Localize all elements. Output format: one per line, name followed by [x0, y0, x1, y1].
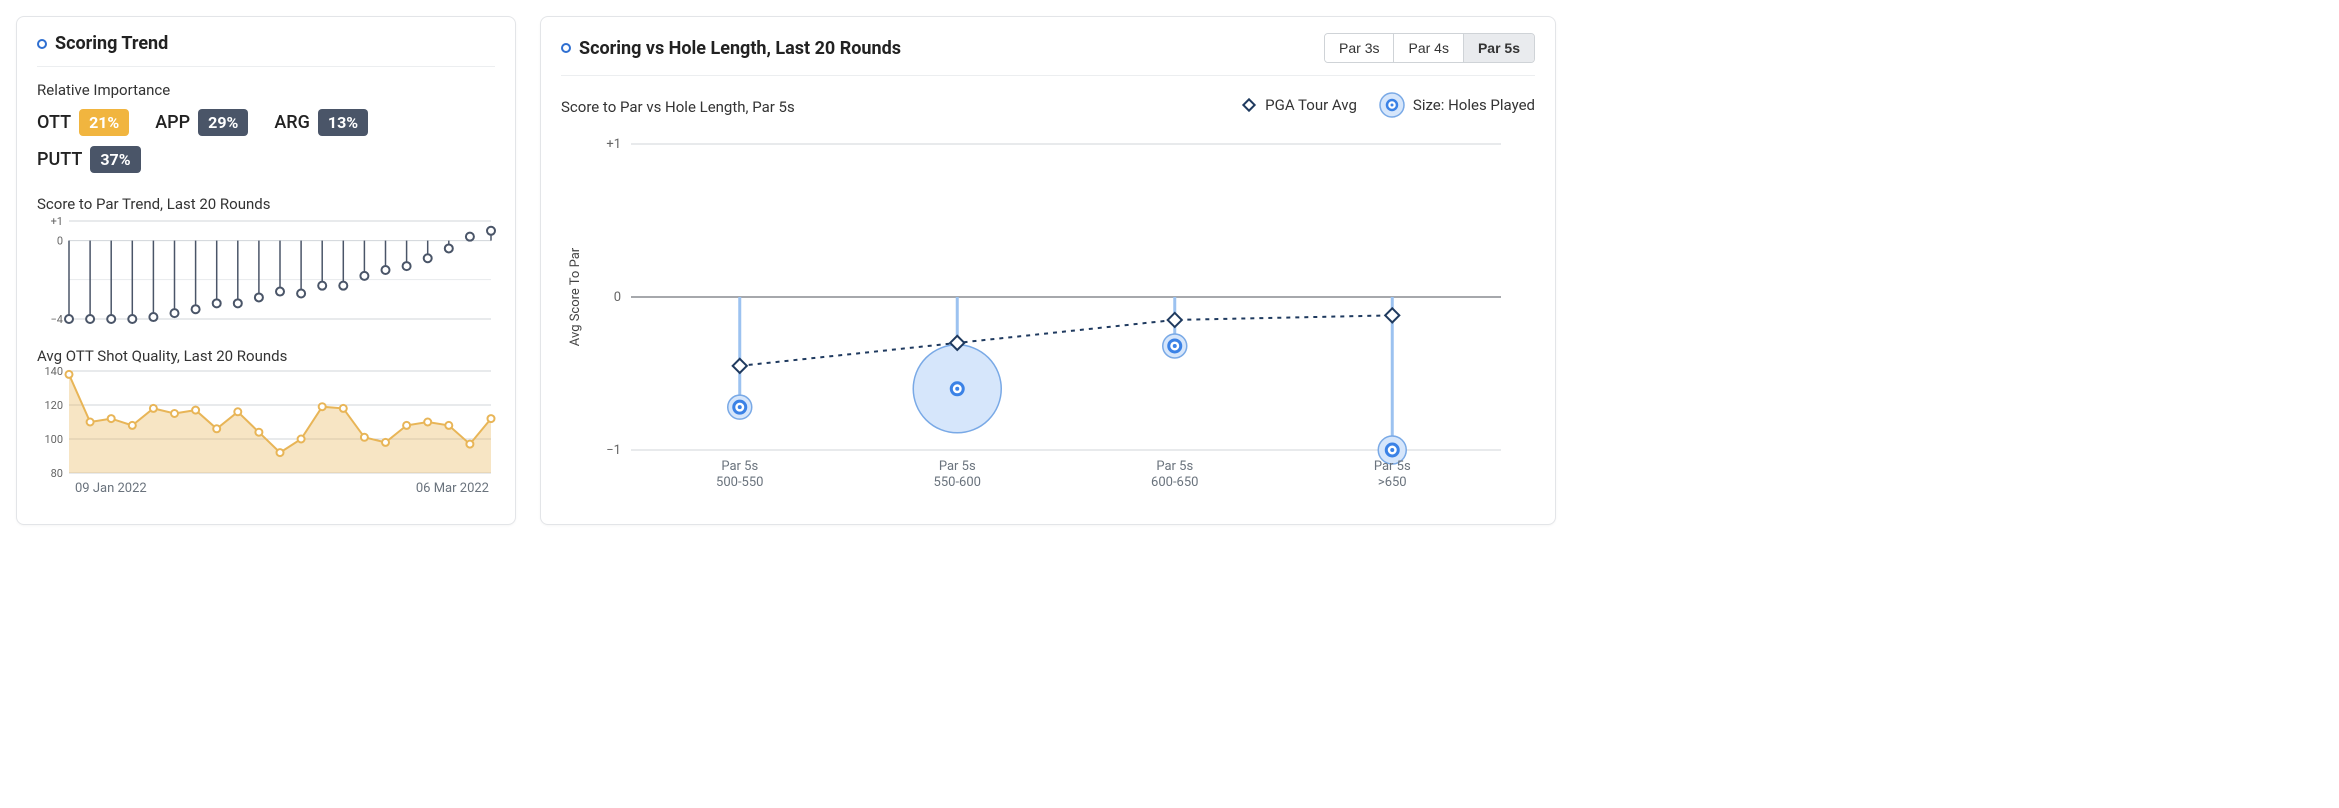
tab-button[interactable]: Par 3s — [1325, 34, 1394, 62]
svg-text:+1: +1 — [51, 215, 63, 228]
scoring-trend-card: Scoring Trend Relative Importance OTT 21%… — [16, 16, 516, 525]
legend: PGA Tour Avg Size: Holes Played — [1241, 92, 1535, 118]
score-trend-title: Score to Par Trend, Last 20 Rounds — [37, 195, 495, 213]
score-vs-length-chart: Avg Score To Par+10−1Par 5s500-550Par 5s… — [561, 124, 1521, 504]
xaxis-start: 09 Jan 2022 — [75, 481, 147, 496]
importance-item: ARG 13% — [274, 109, 368, 136]
svg-text:Avg Score To Par: Avg Score To Par — [568, 247, 583, 346]
importance-badge: 13% — [318, 109, 368, 136]
chart-subtitle: Score to Par vs Hole Length, Par 5s — [561, 98, 795, 116]
legend-pga: PGA Tour Avg — [1241, 96, 1357, 114]
tab-button[interactable]: Par 5s — [1464, 34, 1534, 62]
importance-badge: 21% — [79, 109, 129, 136]
svg-text:550-600: 550-600 — [934, 475, 981, 490]
legend-pga-label: PGA Tour Avg — [1265, 96, 1357, 114]
ott-quality-chart: 140 120 100 80 — [37, 367, 497, 477]
bubble-icon — [1379, 92, 1405, 118]
svg-text:>650: >650 — [1378, 475, 1407, 490]
svg-text:100: 100 — [44, 433, 63, 446]
svg-text:−4: −4 — [51, 313, 63, 325]
importance-item: OTT 21% — [37, 109, 129, 136]
svg-text:140: 140 — [44, 367, 63, 378]
svg-text:−1: −1 — [606, 443, 621, 458]
diamond-icon — [1241, 97, 1257, 113]
svg-text:120: 120 — [44, 399, 63, 412]
importance-item: PUTT 37% — [37, 146, 141, 173]
svg-text:Par 5s: Par 5s — [1374, 459, 1411, 474]
x-axis-dates: 09 Jan 2022 06 Mar 2022 — [37, 477, 495, 496]
card-header: Scoring vs Hole Length, Last 20 Rounds P… — [561, 33, 1535, 76]
ott-quality-title: Avg OTT Shot Quality, Last 20 Rounds — [37, 347, 495, 365]
bullet-icon — [37, 39, 47, 49]
card-title: Scoring Trend — [55, 33, 168, 54]
importance-badge: 37% — [90, 146, 140, 173]
bullet-icon — [561, 43, 571, 53]
importance-label: Relative Importance — [37, 81, 495, 99]
tab-button[interactable]: Par 4s — [1394, 34, 1463, 62]
svg-text:500-550: 500-550 — [716, 475, 763, 490]
card-title: Scoring vs Hole Length, Last 20 Rounds — [579, 38, 901, 59]
importance-code: ARG — [274, 112, 310, 133]
svg-text:Par 5s: Par 5s — [1156, 459, 1193, 474]
importance-badge: 29% — [198, 109, 248, 136]
importance-item: APP 29% — [155, 109, 248, 136]
xaxis-end: 06 Mar 2022 — [416, 481, 489, 496]
svg-text:0: 0 — [614, 290, 621, 305]
importance-code: PUTT — [37, 149, 82, 170]
importance-code: APP — [155, 112, 190, 133]
svg-text:80: 80 — [51, 467, 63, 477]
svg-text:600-650: 600-650 — [1151, 475, 1198, 490]
par-tabs: Par 3sPar 4sPar 5s — [1324, 33, 1535, 63]
svg-text:Par 5s: Par 5s — [939, 459, 976, 474]
legend-size-label: Size: Holes Played — [1413, 96, 1535, 114]
importance-code: OTT — [37, 112, 71, 133]
card-header: Scoring Trend — [37, 33, 495, 67]
scoring-vs-length-card: Scoring vs Hole Length, Last 20 Rounds P… — [540, 16, 1556, 525]
importance-row: OTT 21% APP 29% ARG 13% PUTT 37% — [37, 109, 495, 173]
score-trend-chart: +1 0 −4 — [37, 215, 497, 325]
svg-text:Par 5s: Par 5s — [721, 459, 758, 474]
legend-size: Size: Holes Played — [1379, 92, 1535, 118]
svg-text:0: 0 — [57, 235, 63, 248]
svg-text:+1: +1 — [606, 137, 621, 152]
subheader-row: Score to Par vs Hole Length, Par 5s PGA … — [561, 90, 1535, 120]
